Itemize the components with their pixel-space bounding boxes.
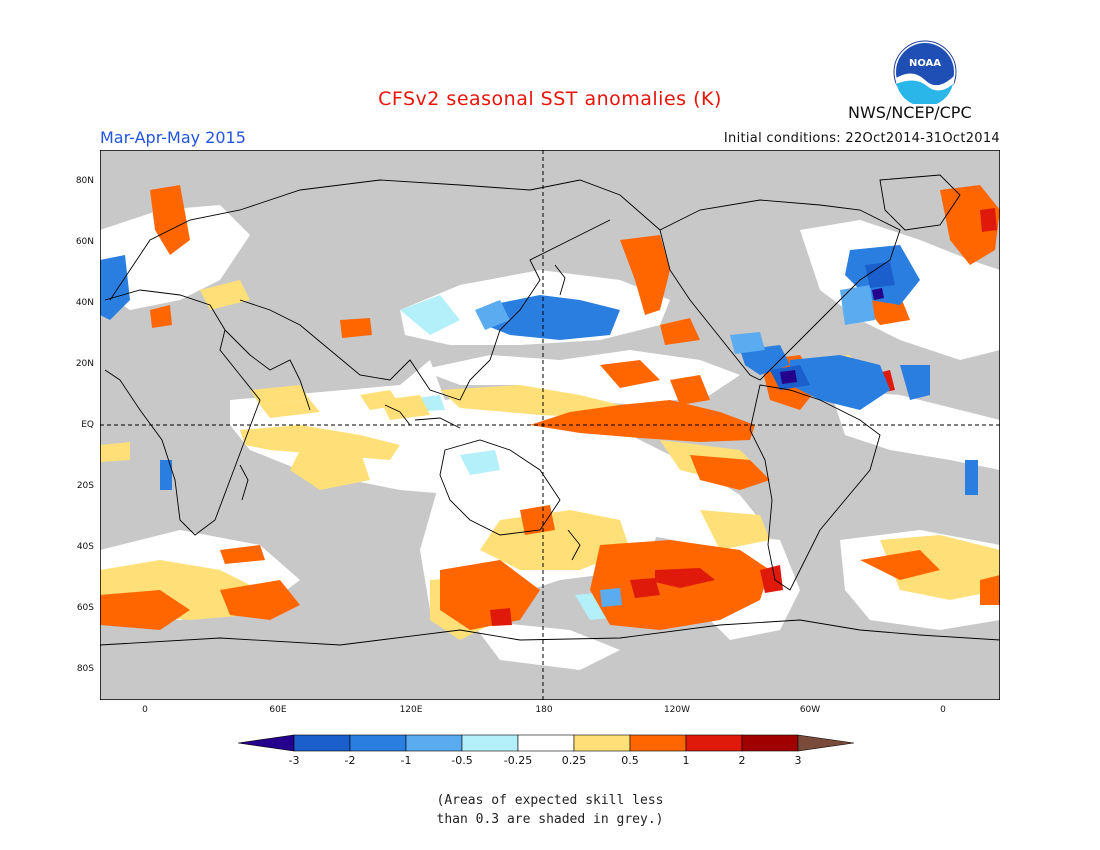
- x-tick-60e: 60E: [269, 705, 287, 715]
- colorbar-label: 0.5: [621, 754, 639, 767]
- colorbar-cell: [741, 734, 799, 752]
- colorbar-label: 2: [738, 754, 746, 767]
- y-tick-60n: 60N: [75, 237, 94, 247]
- skill-note-line-2: than 0.3 are shaded in grey.): [436, 812, 664, 827]
- colorbar-label: -3: [288, 754, 300, 767]
- y-tick-20n: 20N: [75, 359, 94, 369]
- anomaly-shading: [100, 185, 1000, 670]
- colorbar-cell: [573, 734, 631, 752]
- skill-note-line-1: (Areas of expected skill less: [436, 793, 664, 808]
- x-tick-0-east: 0: [940, 705, 946, 715]
- y-tick-20s: 20S: [76, 481, 94, 491]
- colorbar-label: 3: [794, 754, 802, 767]
- colorbar-label: -0.25: [503, 754, 533, 767]
- season-label: Mar-Apr-May 2015: [100, 128, 246, 147]
- colorbar-label: 0.25: [561, 754, 587, 767]
- colorbar-cell: [629, 734, 687, 752]
- x-tick-0: 0: [142, 705, 148, 715]
- x-tick-120e: 120E: [399, 705, 423, 715]
- colorbar-cell: [461, 734, 519, 752]
- y-tick-40n: 40N: [75, 298, 94, 308]
- chart-title: CFSv2 seasonal SST anomalies (K): [378, 88, 722, 110]
- x-tick-180: 180: [535, 705, 553, 715]
- colorbar-cell: [405, 734, 463, 752]
- colorbar-cell: [685, 734, 743, 752]
- colorbar-label: -2: [344, 754, 356, 767]
- y-tick-40s: 40S: [76, 542, 94, 552]
- colorbar-label: -0.5: [451, 754, 473, 767]
- colorbar-label: 1: [682, 754, 690, 767]
- colorbar-cell: [293, 734, 351, 752]
- y-tick-80s: 80S: [76, 664, 94, 674]
- skill-note: (Areas of expected skill less than 0.3 a…: [400, 791, 700, 829]
- colorbar-low-extension: [238, 734, 295, 752]
- colorbar-label: -1: [400, 754, 412, 767]
- colorbar-cell: [349, 734, 407, 752]
- coastlines: [100, 174, 1000, 646]
- colorbar-cell: [517, 734, 575, 752]
- sst-anomaly-map: [100, 150, 1000, 700]
- noaa-logo-text: NOAA: [909, 58, 941, 69]
- agency-label: NWS/NCEP/CPC: [848, 103, 972, 122]
- y-tick-60s: 60S: [76, 603, 94, 613]
- noaa-logo: NOAA: [893, 40, 957, 104]
- initial-conditions-label: Initial conditions: 22Oct2014-31Oct2014: [723, 131, 1000, 146]
- x-tick-120w: 120W: [663, 705, 691, 715]
- y-tick-eq: EQ: [81, 420, 94, 430]
- colorbar-high-extension: [797, 734, 855, 752]
- colorbar: [238, 734, 855, 752]
- y-tick-80n: 80N: [75, 176, 94, 186]
- x-tick-60w: 60W: [799, 705, 821, 715]
